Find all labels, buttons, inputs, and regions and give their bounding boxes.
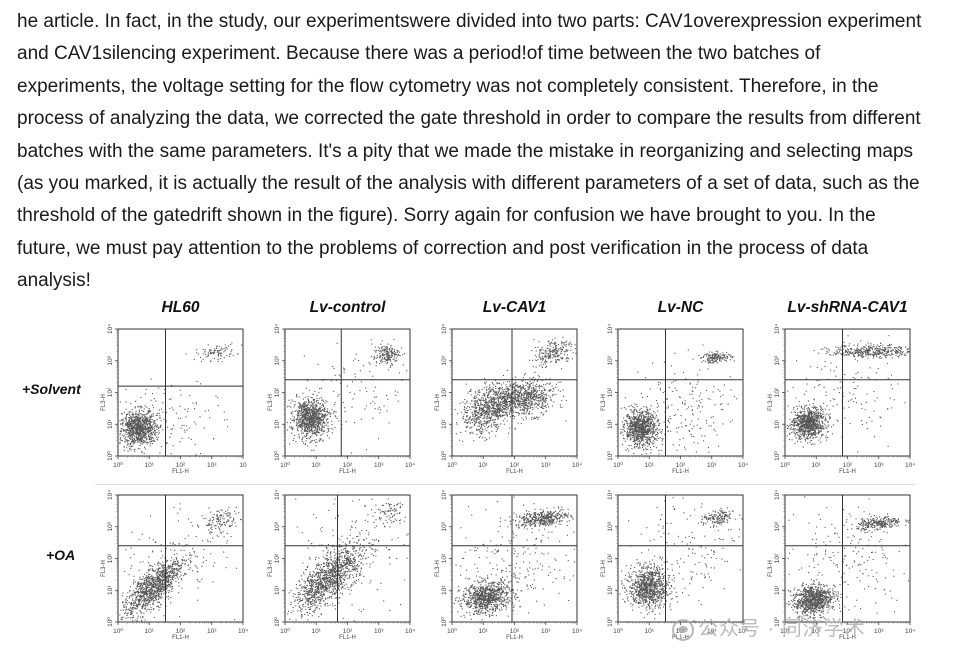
svg-text:10⁰: 10⁰	[440, 451, 448, 461]
svg-text:10²: 10²	[343, 462, 353, 469]
scatter-plot: 10⁰ 10⁰ 10¹ 10¹ 10² 10² 10³ 10³ 10⁴ 10⁴ FL1-H FL3-H	[268, 324, 418, 478]
svg-text:10¹: 10¹	[145, 462, 155, 469]
svg-text:10⁴: 10⁴	[274, 324, 281, 334]
paragraph-line: (as you marked, it is actually the resul…	[17, 172, 920, 194]
scatter-plot: 10⁰ 10⁰ 10¹ 10¹ 10² 10² 10³ 10³ 10⁴ 10⁴ FL1-H FL3-H	[101, 490, 251, 644]
svg-text:10³: 10³	[374, 462, 384, 469]
svg-text:10¹: 10¹	[274, 419, 281, 429]
svg-text:10²: 10²	[441, 387, 448, 397]
svg-text:10⁰: 10⁰	[113, 461, 123, 469]
svg-text:10⁰: 10⁰	[280, 461, 290, 469]
svg-text:10⁴: 10⁴	[441, 324, 448, 334]
svg-text:10⁴: 10⁴	[107, 324, 114, 334]
svg-text:10¹: 10¹	[107, 419, 114, 429]
svg-text:10⁰: 10⁰	[273, 451, 281, 461]
watermark: 公众号 · 同济学术	[672, 612, 866, 641]
svg-text:FL1-H: FL1-H	[172, 469, 189, 475]
scatter-plot: 10⁰ 10⁰ 10¹ 10¹ 10² 10² 10³ 10³ 10⁴ 10⁴ FL1-H FL3-H	[768, 324, 918, 478]
article-paragraph: he article. In fact, in the study, our e…	[17, 6, 947, 298]
scatter-plot: 10⁰ 10⁰ 10¹ 10¹ 10² 10² 10³ 10³ 10⁴ 10⁴ FL1-H FL3-H	[268, 490, 418, 644]
svg-text:FL3-H: FL3-H	[268, 394, 274, 411]
svg-text:10²: 10²	[510, 462, 520, 469]
svg-text:10⁰: 10⁰	[447, 461, 457, 469]
scatter-plot: 10⁰ 10⁰ 10¹ 10¹ 10² 10² 10³ 10³ 10⁴ 10⁴ FL1-H FL3-H	[601, 324, 751, 478]
svg-text:10⁴: 10⁴	[572, 462, 582, 469]
row-divider	[95, 484, 915, 485]
paragraph-line: future, we must pay attention to the pro…	[17, 237, 869, 259]
paragraph-line: he article. In fact, in the study, our e…	[17, 11, 922, 32]
watermark-text: 公众号 · 同济学术	[698, 618, 866, 640]
column-title: HL60	[161, 299, 200, 316]
svg-text:10³: 10³	[107, 355, 114, 365]
column-title: Lv-CAV1	[482, 299, 547, 316]
svg-text:10¹: 10¹	[479, 462, 489, 469]
svg-text:10³: 10³	[274, 355, 281, 365]
column-title: Lv-shRNA-CAV1	[787, 299, 908, 316]
svg-text:10³: 10³	[541, 462, 551, 469]
scatter-plot: 10⁰ 10⁰ 10¹ 10¹ 10² 10² 10³ 10³ 10⁴ 10⁴ FL1-H FL3-H	[435, 324, 585, 478]
row-label: +Solvent	[22, 381, 81, 397]
scatter-plot: 10⁰ 10⁰ 10¹ 10¹ 10² 10² 10³ 10³ 10 10⁴ FL1-H FL3-H	[101, 324, 251, 478]
paragraph-line: batches with the same parameters. It's a…	[17, 140, 914, 162]
scatter-plot: 10⁰ 10⁰ 10¹ 10¹ 10² 10² 10³ 10³ 10⁴ 10⁴ FL1-H FL3-H	[435, 490, 585, 644]
svg-text:10²: 10²	[107, 387, 114, 397]
column-title: Lv-NC	[657, 299, 704, 316]
paragraph-line: and CAV1silencing experiment. Because th…	[17, 43, 821, 65]
svg-text:FL1-H: FL1-H	[506, 469, 523, 475]
svg-text:FL3-H: FL3-H	[101, 394, 107, 411]
svg-text:10¹: 10¹	[312, 462, 322, 469]
svg-text:10²: 10²	[274, 387, 281, 397]
paragraph-line: process of analyzing the data, we correc…	[17, 108, 921, 130]
flow-cytometry-figure: HL60 Lv-control Lv-CAV1 Lv-NC Lv-shRNA-CAV1 +…	[0, 296, 955, 667]
paragraph-line: experiments, the voltage setting for the…	[17, 75, 879, 97]
paragraph-line: threshold of the gatedrift shown in the …	[17, 205, 876, 227]
scatter-plot: 10⁰ 10⁰ 10¹ 10¹ 10² 10² 10³ 10³ 10⁴ 10⁴ FL1-H FL3-H	[768, 490, 918, 644]
svg-text:10²: 10²	[176, 462, 186, 469]
svg-text:FL3-H: FL3-H	[435, 394, 441, 411]
svg-text:FL1-H: FL1-H	[339, 469, 356, 475]
svg-text:10³: 10³	[207, 462, 217, 469]
row-label: +OA	[46, 547, 76, 563]
svg-text:10⁰: 10⁰	[106, 451, 114, 461]
column-title: Lv-control	[309, 299, 386, 316]
paragraph-line: analysis!	[17, 270, 91, 292]
svg-text:10: 10	[239, 462, 247, 469]
svg-text:10³: 10³	[441, 355, 448, 365]
svg-text:10¹: 10¹	[441, 419, 448, 429]
svg-text:10⁴: 10⁴	[405, 462, 415, 469]
wechat-icon	[672, 618, 694, 641]
